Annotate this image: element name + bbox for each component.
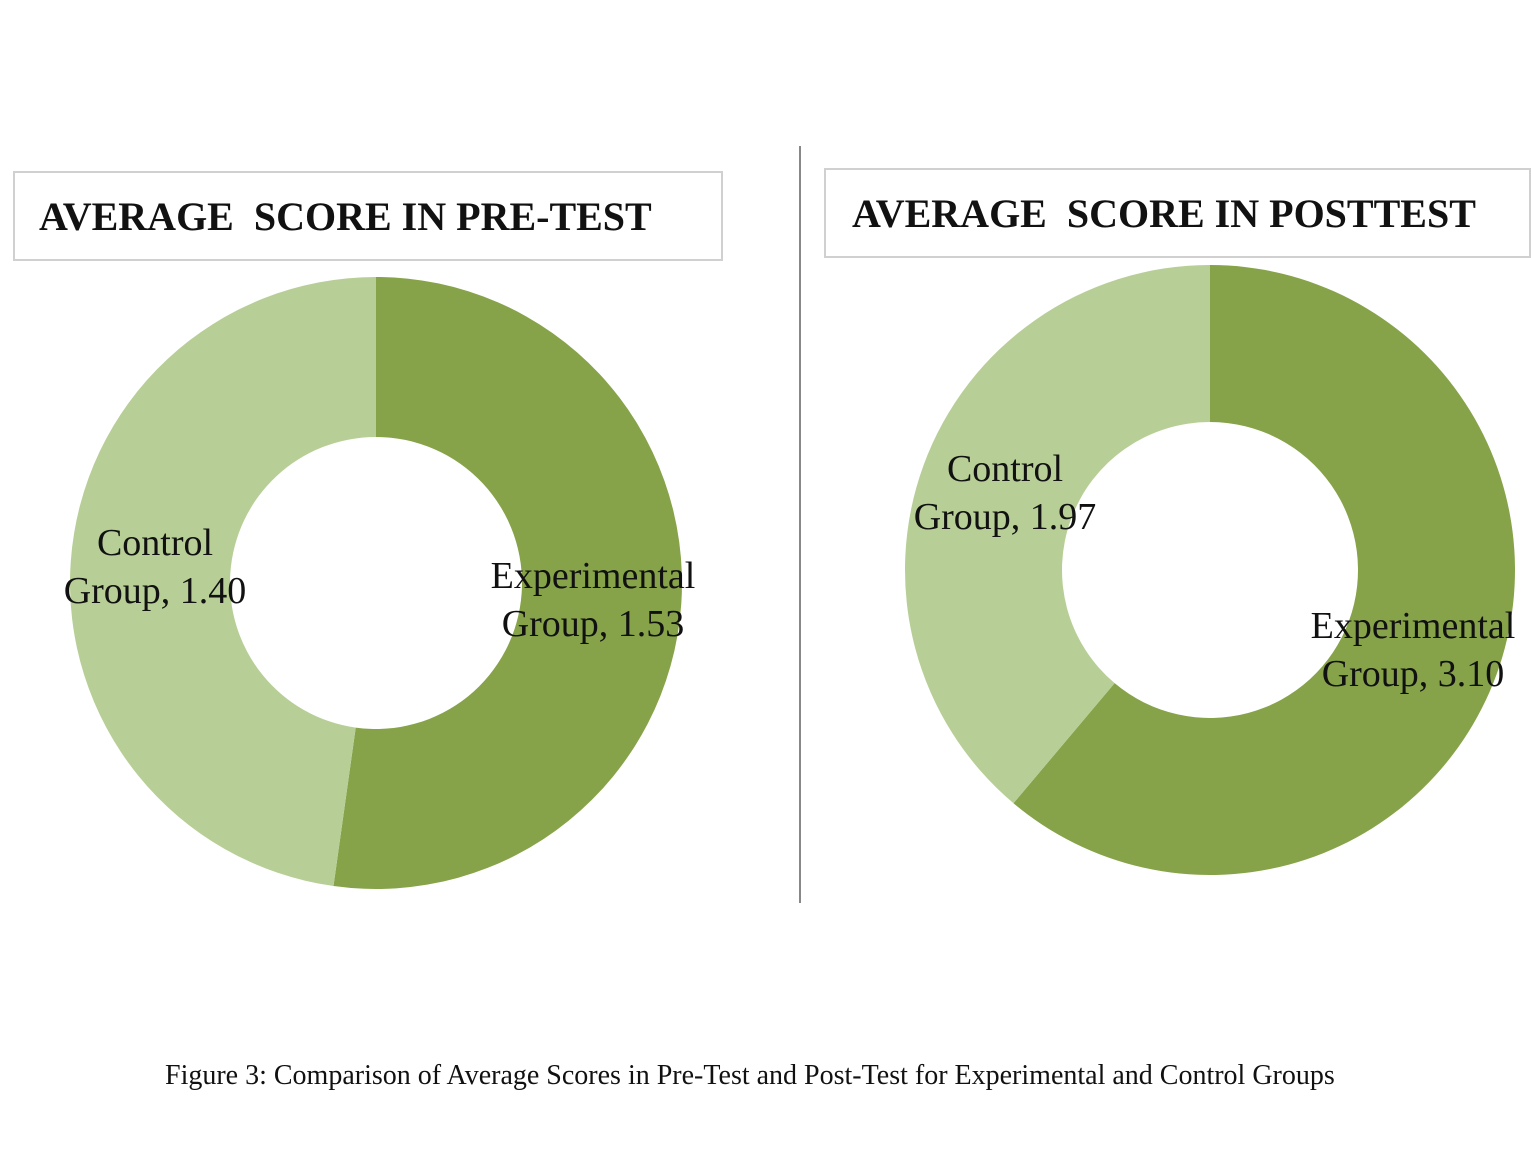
data-label: Control Group, 1.97 bbox=[913, 448, 1097, 538]
donut-slice bbox=[70, 277, 376, 887]
data-label: Experimental Group, 3.10 bbox=[1310, 605, 1516, 695]
donut-slice bbox=[333, 277, 682, 889]
chart-title: AVERAGE SCORE IN PRE-TEST bbox=[13, 171, 723, 261]
donut-slice bbox=[905, 265, 1210, 804]
data-label: Experimental Group, 1.53 bbox=[490, 555, 696, 645]
data-label: Control Group, 1.40 bbox=[63, 522, 247, 612]
donut-slice bbox=[1013, 265, 1515, 875]
caption: Figure 3: Comparison of Average Scores i… bbox=[165, 1060, 1335, 1091]
chart-title: AVERAGE SCORE IN POSTTEST bbox=[824, 168, 1531, 258]
